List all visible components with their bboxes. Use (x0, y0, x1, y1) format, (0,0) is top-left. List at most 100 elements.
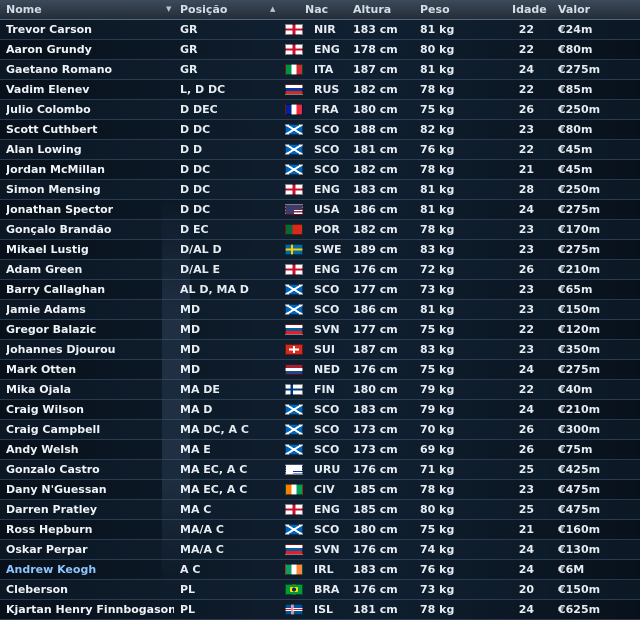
player-row[interactable]: Barry Callaghan AL D, MA D SCO 177 cm 73 kg 2… (0, 280, 640, 300)
player-row[interactable]: Gonzalo Castro MA EC, A C URU 176 cm 71 kg 25… (0, 460, 640, 480)
player-name[interactable]: Vadim Elenev (6, 83, 90, 96)
column-header-position[interactable]: Posição (180, 3, 228, 16)
player-name[interactable]: Andy Welsh (6, 443, 79, 456)
player-row[interactable]: Scott Cuthbert D DC SCO 188 cm 82 kg 23 €80m (0, 120, 640, 140)
player-name[interactable]: Scott Cuthbert (6, 123, 98, 136)
player-age: 23 (518, 343, 534, 356)
flag-icon (285, 44, 303, 55)
player-height: 183 cm (353, 23, 398, 36)
player-row[interactable]: Darren Pratley MA C ENG 185 cm 80 kg 25 €475m (0, 500, 640, 520)
player-position: MA/A C (180, 523, 224, 536)
column-header-weight[interactable]: Peso (420, 3, 450, 16)
player-age: 24 (518, 363, 534, 376)
player-name[interactable]: Mark Otten (6, 363, 77, 376)
player-name[interactable]: Adam Green (6, 263, 83, 276)
player-name[interactable]: Craig Campbell (6, 423, 101, 436)
player-name[interactable]: Craig Wilson (6, 403, 85, 416)
player-name[interactable]: Dany N'Guessan (6, 483, 107, 496)
player-row[interactable]: Jamie Adams MD SCO 186 cm 81 kg 23 €150m (0, 300, 640, 320)
player-value: €45m (558, 163, 593, 176)
player-name[interactable]: Jonathan Spector (6, 203, 114, 216)
player-name[interactable]: Oskar Perpar (6, 543, 88, 556)
player-name[interactable]: Kjartan Henry Finnbogason (6, 603, 174, 616)
player-age: 20 (518, 583, 534, 596)
column-header-age[interactable]: Idade (512, 3, 547, 16)
player-name[interactable]: Mika Ojala (6, 383, 72, 396)
player-row[interactable]: Simon Mensing D DC ENG 183 cm 81 kg 28 €250m (0, 180, 640, 200)
player-value: €65m (558, 283, 593, 296)
player-row[interactable]: Aaron Grundy GR ENG 178 cm 80 kg 22 €80m (0, 40, 640, 60)
player-age: 22 (518, 43, 534, 56)
player-name[interactable]: Alan Lowing (6, 143, 82, 156)
player-row[interactable]: Jonathan Spector D DC USA 186 cm 81 kg 24 €275… (0, 200, 640, 220)
player-age: 23 (518, 243, 534, 256)
column-header-name[interactable]: Nome (6, 3, 42, 16)
player-weight: 79 kg (420, 403, 455, 416)
player-name[interactable]: Gonzalo Castro (6, 463, 100, 476)
player-row[interactable]: Jordan McMillan D DC SCO 182 cm 78 kg 21 €45m (0, 160, 640, 180)
player-name[interactable]: Johannes Djourou (6, 343, 116, 356)
column-header-height[interactable]: Altura (353, 3, 392, 16)
flag-icon (285, 464, 303, 475)
player-name[interactable]: Jordan McMillan (6, 163, 106, 176)
player-name[interactable]: Gaetano Romano (6, 63, 113, 76)
player-row[interactable]: Adam Green D/AL E ENG 176 cm 72 kg 26 €210m (0, 260, 640, 280)
player-name[interactable]: Ross Hepburn (6, 523, 93, 536)
player-weight: 76 kg (420, 143, 455, 156)
player-name[interactable]: Julio Colombo (6, 103, 91, 116)
column-header-value[interactable]: Valor (558, 3, 591, 16)
player-row[interactable]: Johannes Djourou MD SUI 187 cm 83 kg 23 €350m (0, 340, 640, 360)
player-age: 22 (518, 323, 534, 336)
player-row[interactable]: Kjartan Henry Finnbogason PL ISL 181 cm 78 k… (0, 600, 640, 620)
player-row[interactable]: Alan Lowing D D SCO 181 cm 76 kg 22 €45m (0, 140, 640, 160)
background-watermark (162, 198, 190, 588)
flag-icon (285, 564, 303, 575)
player-weight: 83 kg (420, 243, 455, 256)
player-row[interactable]: Craig Campbell MA DC, A C SCO 173 cm 70 kg 26… (0, 420, 640, 440)
player-row[interactable]: Cleberson PL BRA 176 cm 73 kg 20 €150m (0, 580, 640, 600)
player-row[interactable]: Ross Hepburn MA/A C SCO 180 cm 75 kg 21 €160m (0, 520, 640, 540)
player-height: 181 cm (353, 603, 398, 616)
player-name[interactable]: Darren Pratley (6, 503, 98, 516)
player-row[interactable]: Mikael Lustig D/AL D SWE 189 cm 83 kg 23 €275m (0, 240, 640, 260)
player-name[interactable]: Barry Callaghan (6, 283, 106, 296)
player-nationality: SCO (314, 303, 340, 316)
player-name[interactable]: Cleberson (6, 583, 68, 596)
player-age: 23 (518, 303, 534, 316)
player-row[interactable]: Gonçalo Brandão D EC POR 182 cm 78 kg 23 €170m (0, 220, 640, 240)
player-row[interactable]: Gregor Balazic MD SVN 177 cm 75 kg 22 €120m (0, 320, 640, 340)
player-name[interactable]: Simon Mensing (6, 183, 101, 196)
player-age: 28 (518, 183, 534, 196)
player-age: 24 (518, 203, 534, 216)
player-name[interactable]: Gonçalo Brandão (6, 223, 112, 236)
player-row[interactable]: Julio Colombo D DEC FRA 180 cm 75 kg 26 €250m (0, 100, 640, 120)
sort-desc-icon[interactable]: ▼ (166, 5, 172, 13)
player-nationality: SVN (314, 543, 340, 556)
player-row[interactable]: Andy Welsh MA E SCO 173 cm 69 kg 26 €75m (0, 440, 640, 460)
player-nationality: POR (314, 223, 340, 236)
player-weight: 76 kg (420, 563, 455, 576)
player-row[interactable]: Trevor Carson GR NIR 183 cm 81 kg 22 €24m (0, 20, 640, 40)
player-name[interactable]: Aaron Grundy (6, 43, 92, 56)
player-name[interactable]: Jamie Adams (6, 303, 86, 316)
player-row[interactable]: Craig Wilson MA D SCO 183 cm 79 kg 24 €210m (0, 400, 640, 420)
flag-icon (285, 524, 303, 535)
player-value: €170m (558, 223, 601, 236)
player-row[interactable]: Mika Ojala MA DE FIN 180 cm 79 kg 22 €40m (0, 380, 640, 400)
player-nationality: NIR (314, 23, 336, 36)
player-name[interactable]: Mikael Lustig (6, 243, 89, 256)
player-row[interactable]: Dany N'Guessan MA EC, A C CIV 185 cm 78 kg 23… (0, 480, 640, 500)
sort-asc-icon[interactable]: ▲ (270, 5, 276, 13)
player-row[interactable]: Oskar Perpar MA/A C SVN 176 cm 74 kg 24 €130m (0, 540, 640, 560)
player-name[interactable]: Andrew Keogh (6, 563, 97, 576)
player-position: GR (180, 23, 198, 36)
player-row[interactable]: Andrew Keogh A C IRL 183 cm 76 kg 24 €6M (0, 560, 640, 580)
player-age: 25 (518, 463, 534, 476)
player-row[interactable]: Gaetano Romano GR ITA 187 cm 81 kg 24 €275m (0, 60, 640, 80)
player-row[interactable]: Vadim Elenev L, D DC RUS 182 cm 78 kg 22 €85m (0, 80, 640, 100)
player-name[interactable]: Gregor Balazic (6, 323, 97, 336)
player-name[interactable]: Trevor Carson (6, 23, 93, 36)
player-nationality: SCO (314, 123, 340, 136)
player-row[interactable]: Mark Otten MD NED 176 cm 75 kg 24 €275m (0, 360, 640, 380)
column-header-nationality[interactable]: Nac (305, 3, 329, 16)
